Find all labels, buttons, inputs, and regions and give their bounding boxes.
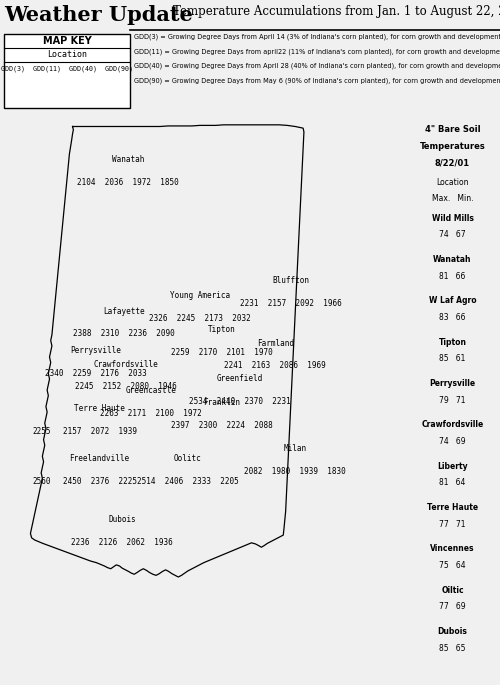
Text: 2231  2157  2092  1966: 2231 2157 2092 1966 — [240, 299, 342, 308]
Text: Wild Mills: Wild Mills — [432, 214, 474, 223]
Text: 83   66: 83 66 — [440, 313, 466, 322]
Text: 4" Bare Soil: 4" Bare Soil — [424, 125, 480, 134]
Text: 77   69: 77 69 — [439, 602, 466, 612]
Text: 2263  2171  2100  1972: 2263 2171 2100 1972 — [100, 409, 202, 418]
Text: Lafayette: Lafayette — [104, 307, 145, 316]
Text: Greencastle: Greencastle — [126, 386, 176, 395]
Text: 2340  2259  2176  2033: 2340 2259 2176 2033 — [45, 369, 146, 378]
Text: 75   64: 75 64 — [439, 561, 466, 570]
Text: Temperature Accumulations from Jan. 1 to August 22, 2001: Temperature Accumulations from Jan. 1 to… — [172, 5, 500, 18]
Text: Location: Location — [436, 178, 469, 187]
Text: MAP KEY: MAP KEY — [42, 36, 92, 46]
Text: Bluffton: Bluffton — [272, 276, 310, 286]
Text: GDD(3) = Growing Degree Days from April 14 (3% of Indiana's corn planted), for c: GDD(3) = Growing Degree Days from April … — [134, 34, 500, 40]
Text: 81   66: 81 66 — [440, 271, 466, 281]
Text: 2104  2036  1972  1850: 2104 2036 1972 1850 — [78, 178, 179, 187]
Text: Freelandville: Freelandville — [70, 454, 130, 464]
Text: 2241  2163  2086  1969: 2241 2163 2086 1969 — [224, 362, 326, 371]
Text: W Laf Agro: W Laf Agro — [428, 297, 476, 306]
Text: GDD(40) = Growing Degree Days from April 28 (40% of Indiana's corn planted), for: GDD(40) = Growing Degree Days from April… — [134, 63, 500, 69]
Text: 2534  2440  2370  2231: 2534 2440 2370 2231 — [188, 397, 290, 406]
Text: Tipton: Tipton — [438, 338, 466, 347]
Text: 2560: 2560 — [32, 477, 51, 486]
Text: GDD(11) = Growing Degree Days from april22 (11% of Indiana's corn planted), for : GDD(11) = Growing Degree Days from april… — [134, 49, 500, 55]
Text: Location: Location — [47, 50, 87, 59]
Text: Weather Update: Weather Update — [4, 5, 193, 25]
Text: 2245  2152  2080  1946: 2245 2152 2080 1946 — [76, 382, 177, 391]
Text: Perrysville: Perrysville — [430, 379, 476, 388]
Text: 2236  2126  2062  1936: 2236 2126 2062 1936 — [72, 538, 173, 547]
Text: Tipton: Tipton — [208, 325, 236, 334]
Text: Farmland: Farmland — [257, 338, 294, 347]
Bar — [4, 34, 130, 108]
Text: Terre Haute: Terre Haute — [74, 404, 125, 413]
Text: Oiltic: Oiltic — [441, 586, 464, 595]
Text: 74   67: 74 67 — [439, 230, 466, 239]
Text: Oolitc: Oolitc — [174, 454, 202, 464]
Text: 2259  2170  2101  1970: 2259 2170 2101 1970 — [171, 348, 272, 357]
Text: 2082  1980  1939  1830: 2082 1980 1939 1830 — [244, 466, 346, 475]
Text: Milan: Milan — [284, 444, 306, 453]
Text: 2255: 2255 — [32, 427, 51, 436]
Text: Max.   Min.: Max. Min. — [432, 195, 473, 203]
Text: GDD(90) = Growing Degree Days from May 6 (90% of Indiana's corn planted), for co: GDD(90) = Growing Degree Days from May 6… — [134, 77, 500, 84]
Text: Temperatures: Temperatures — [420, 142, 486, 151]
Text: GDD(3)  GDD(11)  GDD(40)  GDD(90): GDD(3) GDD(11) GDD(40) GDD(90) — [1, 66, 133, 73]
Text: Greenfield: Greenfield — [216, 374, 262, 383]
Text: 2326  2245  2173  2032: 2326 2245 2173 2032 — [149, 314, 250, 323]
Text: 77   71: 77 71 — [440, 520, 466, 529]
Text: 79   71: 79 71 — [440, 396, 466, 405]
Text: Wanatah: Wanatah — [433, 255, 472, 264]
Text: 2514  2406  2333  2205: 2514 2406 2333 2205 — [137, 477, 238, 486]
Text: 2450  2376  2225: 2450 2376 2225 — [62, 477, 136, 486]
Text: Franklin: Franklin — [203, 398, 240, 407]
Text: Terre Haute: Terre Haute — [427, 503, 478, 512]
Text: Dubois: Dubois — [438, 627, 468, 636]
Text: 81   64: 81 64 — [440, 478, 466, 487]
Text: Wanatah: Wanatah — [112, 155, 144, 164]
Text: 74   69: 74 69 — [439, 437, 466, 446]
Text: 85   61: 85 61 — [440, 354, 466, 363]
Text: 2388  2310  2236  2090: 2388 2310 2236 2090 — [74, 329, 175, 338]
Text: Young America: Young America — [170, 291, 230, 300]
Text: 8/22/01: 8/22/01 — [435, 158, 470, 167]
Text: Perrysville: Perrysville — [70, 347, 121, 356]
Text: 2397  2300  2224  2088: 2397 2300 2224 2088 — [171, 421, 272, 430]
Text: Vincennes: Vincennes — [430, 545, 475, 553]
Text: Liberty: Liberty — [437, 462, 468, 471]
Text: 85   65: 85 65 — [440, 644, 466, 653]
Text: 2157  2072  1939: 2157 2072 1939 — [62, 427, 136, 436]
Text: Crawfordsville: Crawfordsville — [94, 360, 158, 369]
Text: Crawfordsville: Crawfordsville — [422, 421, 484, 429]
Text: Dubois: Dubois — [108, 515, 136, 524]
